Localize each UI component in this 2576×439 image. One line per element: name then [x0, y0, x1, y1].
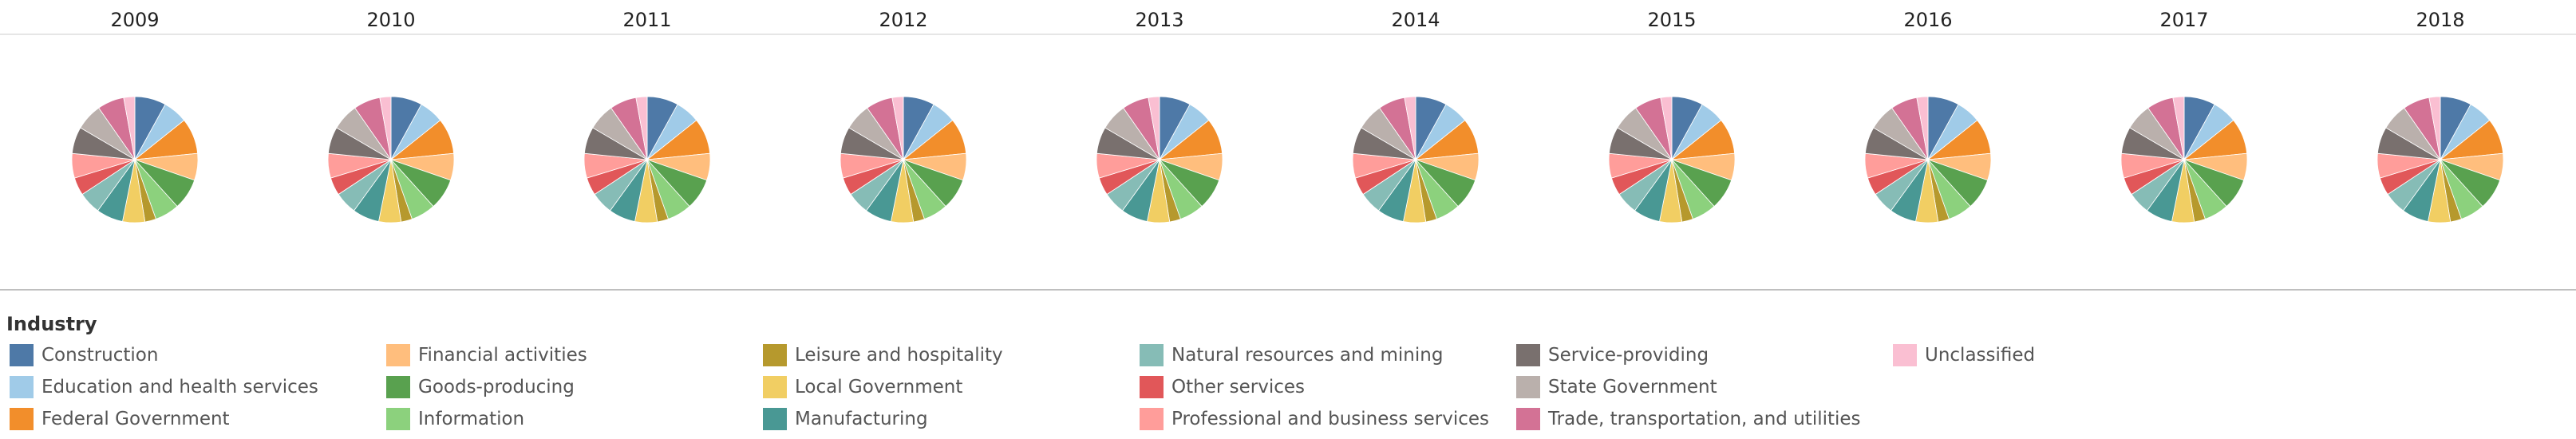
- pie-slice-2009-unclassified[interactable]: [123, 96, 136, 160]
- legend-swatch: [763, 408, 787, 430]
- pie-slice-2017-unclassified[interactable]: [2172, 96, 2185, 160]
- legend-item-trade-transportation-and-utilities[interactable]: Trade, transportation, and utilities: [1516, 407, 1861, 431]
- year-label-2011: 2011: [622, 9, 671, 31]
- year-label-2015: 2015: [1647, 9, 1696, 31]
- legend-item-goods-producing[interactable]: Goods-producing: [386, 375, 575, 399]
- year-label-2018: 2018: [2416, 9, 2464, 31]
- legend-label: Natural resources and mining: [1171, 345, 1444, 366]
- legend-item-professional-and-business-services[interactable]: Professional and business services: [1140, 407, 1489, 431]
- pie-2009: [71, 96, 199, 223]
- legend-swatch: [386, 376, 410, 398]
- legend-label: Service-providing: [1548, 345, 1709, 366]
- legend-label: Local Government: [795, 377, 963, 397]
- legend-swatch: [10, 376, 34, 398]
- legend-label: Other services: [1171, 377, 1305, 397]
- legend-swatch: [386, 344, 410, 366]
- pie-slice-2018-unclassified[interactable]: [2428, 96, 2441, 160]
- pie-2013: [1096, 96, 1223, 223]
- year-label-2010: 2010: [366, 9, 415, 31]
- legend-swatch: [10, 408, 34, 430]
- legend-item-natural-resources-and-mining[interactable]: Natural resources and mining: [1140, 343, 1443, 367]
- legend-label: Goods-producing: [418, 377, 575, 397]
- legend-swatch: [1893, 344, 1917, 366]
- legend-label: Unclassified: [1925, 345, 2036, 366]
- legend-swatch: [1516, 376, 1540, 398]
- legend-label: Manufacturing: [795, 409, 928, 429]
- pie-slice-2010-unclassified[interactable]: [379, 96, 392, 160]
- legend-item-financial-activities[interactable]: Financial activities: [386, 343, 587, 367]
- pie-slice-2012-unclassified[interactable]: [891, 96, 904, 160]
- legend-item-other-services[interactable]: Other services: [1140, 375, 1305, 399]
- legend-item-unclassified[interactable]: Unclassified: [1893, 343, 2035, 367]
- legend-swatch: [763, 344, 787, 366]
- year-label-2014: 2014: [1391, 9, 1440, 31]
- pie-2012: [840, 96, 967, 223]
- pie-slice-2014-unclassified[interactable]: [1404, 96, 1416, 160]
- legend-swatch: [1140, 344, 1164, 366]
- legend-item-leisure-and-hospitality[interactable]: Leisure and hospitality: [763, 343, 1003, 367]
- legend-item-federal-government[interactable]: Federal Government: [10, 407, 230, 431]
- pie-charts: 2009 2010 2011 2012 2013 2014 2015 2016 2017 2018: [0, 9, 2576, 291]
- year-label-2013: 2013: [1135, 9, 1183, 31]
- pie-2015: [1608, 96, 1736, 223]
- year-label-2009: 2009: [110, 9, 159, 31]
- legend-label: Financial activities: [418, 345, 587, 366]
- legend-item-manufacturing[interactable]: Manufacturing: [763, 407, 928, 431]
- legend-swatch: [386, 408, 410, 430]
- pie-slice-2016-unclassified[interactable]: [1916, 96, 1929, 160]
- legend-label: Professional and business services: [1171, 409, 1490, 429]
- legend-item-construction[interactable]: Construction: [10, 343, 158, 367]
- legend-label: Construction: [41, 345, 159, 366]
- pie-2017: [2120, 96, 2248, 223]
- pie-2016: [1864, 96, 1992, 223]
- legend-label: Leisure and hospitality: [795, 345, 1003, 366]
- pie-2014: [1352, 96, 1480, 223]
- legend-item-information[interactable]: Information: [386, 407, 524, 431]
- legend-swatch: [1516, 408, 1540, 430]
- legend: Construction Education and health service…: [10, 343, 2563, 439]
- year-label-2016: 2016: [1903, 9, 1952, 31]
- legend-swatch: [1140, 408, 1164, 430]
- legend-item-service-providing[interactable]: Service-providing: [1516, 343, 1709, 367]
- pie-slice-2013-unclassified[interactable]: [1148, 96, 1160, 160]
- legend-label: State Government: [1548, 377, 1717, 397]
- legend-swatch: [1516, 344, 1540, 366]
- legend-label: Federal Government: [41, 409, 230, 429]
- legend-label: Trade, transportation, and utilities: [1548, 409, 1861, 429]
- pie-slice-2015-unclassified[interactable]: [1660, 96, 1673, 160]
- legend-label: Information: [418, 409, 525, 429]
- pie-2018: [2376, 96, 2504, 223]
- legend-swatch: [763, 376, 787, 398]
- legend-swatch: [1140, 376, 1164, 398]
- legend-label: Education and health services: [41, 377, 318, 397]
- legend-item-state-government[interactable]: State Government: [1516, 375, 1717, 399]
- year-label-2017: 2017: [2159, 9, 2208, 31]
- pie-2011: [583, 96, 711, 223]
- year-label-2012: 2012: [879, 9, 927, 31]
- pie-2010: [327, 96, 455, 223]
- legend-item-education-and-health-services[interactable]: Education and health services: [10, 375, 318, 399]
- legend-title: Industry: [6, 313, 97, 335]
- legend-swatch: [10, 344, 34, 366]
- legend-item-local-government[interactable]: Local Government: [763, 375, 962, 399]
- pie-slice-2011-unclassified[interactable]: [635, 96, 648, 160]
